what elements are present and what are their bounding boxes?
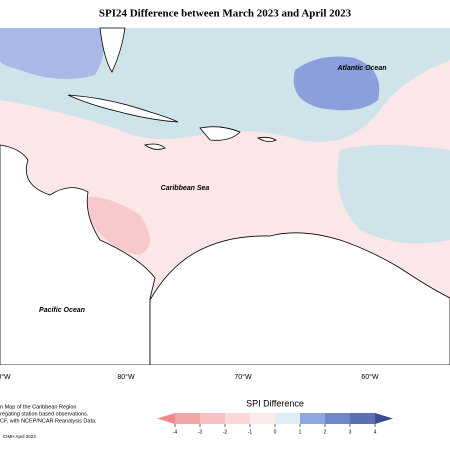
legend-tick-label: 3 — [349, 429, 352, 435]
ocean-label: Pacific Ocean — [39, 307, 85, 314]
legend-tick-label: 1 — [299, 429, 302, 435]
credit-text: regating station based observations. — [0, 411, 89, 417]
island — [199, 126, 241, 141]
island — [67, 94, 179, 123]
legend-bin — [250, 413, 275, 424]
legend-tick-label: -1 — [248, 429, 253, 435]
land — [0, 144, 156, 366]
credit-text: n Map of the Caribbean Region — [0, 404, 76, 410]
longitude-label: 0°W — [0, 373, 11, 381]
legend-tick-label: 4 — [374, 429, 377, 435]
credit-text: CIMH April 2023 — [3, 434, 36, 439]
legend-bin — [175, 413, 200, 424]
ocean-label: Atlantic Ocean — [336, 65, 386, 72]
legend-bin — [300, 413, 325, 424]
land — [99, 27, 126, 73]
ocean-label: Caribbean Sea — [161, 185, 210, 192]
credit-text: CF, with NCEP/NCAR Reanalysis Data. — [0, 418, 97, 424]
blue-anomaly — [0, 28, 104, 79]
pink-anomaly — [80, 197, 150, 255]
longitude-label: 80°W — [117, 373, 135, 381]
legend-bin — [350, 413, 375, 424]
legend-arrow — [375, 413, 393, 424]
legend-bin — [275, 413, 300, 424]
footer — [0, 365, 450, 450]
map — [0, 27, 450, 366]
blue-anomaly — [293, 56, 380, 111]
legend-title: SPI Difference — [246, 398, 304, 408]
island — [144, 143, 166, 150]
dynamic-layer: Atlantic Ocean Caribbean Sea Pacific Ocean… — [0, 65, 393, 439]
legend-bin — [225, 413, 250, 424]
land — [149, 232, 450, 366]
legend-tick-label: -3 — [198, 429, 203, 435]
blue-field — [337, 145, 450, 244]
longitude-label: 60°W — [361, 373, 379, 381]
legend-tick-label: -4 — [173, 429, 178, 435]
legend-tick-label: 0 — [274, 429, 277, 435]
legend-tick-label: 2 — [324, 429, 327, 435]
legend-bin — [200, 413, 225, 424]
map-title: SPI24 Difference between March 2023 and … — [99, 8, 352, 20]
legend-tick-label: -2 — [223, 429, 228, 435]
legend-arrow — [157, 413, 175, 424]
legend-bin — [325, 413, 350, 424]
longitude-label: 70°W — [234, 373, 252, 381]
island — [256, 136, 277, 142]
